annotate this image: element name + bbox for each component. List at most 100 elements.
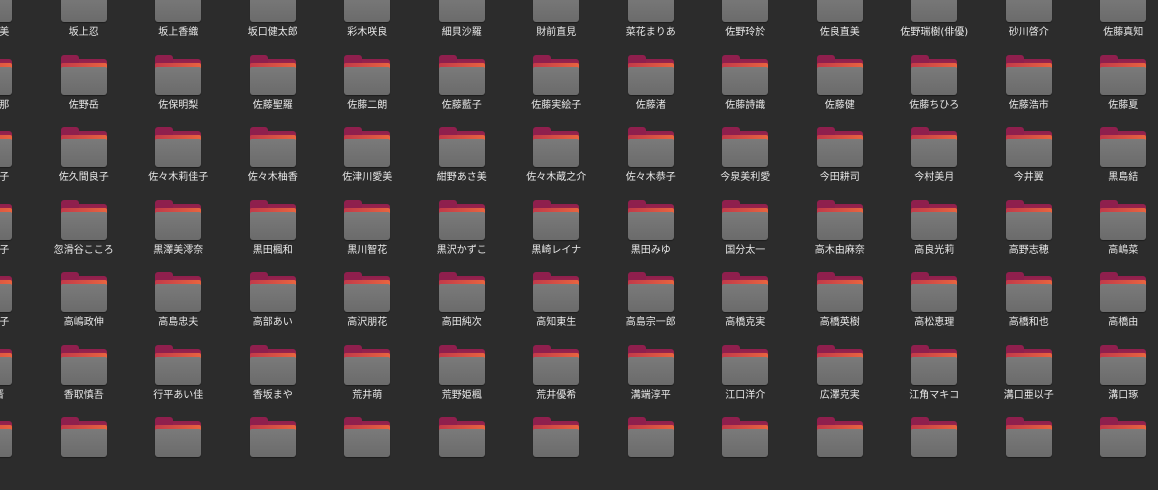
folder-item[interactable]: 高橋和也 [982, 272, 1077, 345]
folder-item[interactable]: 江口洋介 [698, 344, 793, 418]
folder-item[interactable]: 佐野瑞樹(俳優) [887, 0, 982, 55]
folder-item[interactable]: 溝口琢 [1076, 344, 1158, 418]
folder-item[interactable]: 彩木咲良 [320, 0, 415, 55]
folder-item[interactable]: 高良光莉 [887, 199, 982, 273]
folder-item[interactable]: 佐々木蔵之介 [509, 127, 604, 200]
folder-item[interactable]: 財前直見 [509, 0, 604, 55]
folder-item[interactable] [698, 417, 793, 490]
folder-item[interactable]: 佐藤夏 [1076, 54, 1158, 128]
folder-item[interactable]: 佐々木恭子 [604, 127, 699, 200]
folder-item[interactable] [320, 417, 415, 490]
folder-item[interactable]: 国分太一 [698, 199, 793, 273]
folder-item[interactable] [982, 417, 1077, 490]
folder-label: 黒田みゆ [630, 244, 671, 256]
folder-icon [1005, 199, 1052, 240]
folder-item[interactable]: 佐藤実絵子 [509, 54, 604, 128]
folder-item[interactable]: 今村美月 [887, 127, 982, 200]
folder-item[interactable]: 荒井萌 [320, 344, 415, 418]
folder-item[interactable]: 佐藤聖羅 [226, 54, 321, 128]
folder-item[interactable]: 佐藤浩市 [982, 54, 1077, 128]
folder-item[interactable]: 高島忠夫 [131, 272, 226, 345]
folder-item[interactable]: 佐藤健 [793, 54, 888, 128]
folder-item[interactable]: 高部あい [226, 272, 321, 345]
folder-item[interactable]: 今井翼 [982, 127, 1077, 200]
folder-icon [249, 127, 296, 167]
folder-item[interactable]: 佐々木柚香 [226, 127, 321, 200]
folder-item[interactable]: 高野志穂 [982, 199, 1077, 273]
folder-item[interactable]: 高田純次 [415, 272, 510, 345]
folder-item[interactable]: 佐野岳 [37, 54, 132, 128]
folder-item[interactable]: 高嶋菜 [1076, 199, 1158, 273]
folder-item[interactable]: 坂口健太郎 [226, 0, 321, 55]
folder-item[interactable]: 高橋克実 [698, 272, 793, 345]
folder-icon [816, 54, 863, 95]
folder-item[interactable]: 高知東生 [509, 272, 604, 345]
folder-item[interactable] [37, 417, 132, 490]
folder-item[interactable]: 今田耕司 [793, 127, 888, 200]
folder-item[interactable]: 佐津川愛美 [320, 127, 415, 200]
folder-item[interactable] [604, 417, 699, 490]
folder-item[interactable] [226, 417, 321, 490]
folder-item[interactable]: 黒柳徹子 [0, 200, 37, 273]
folder-item[interactable]: 細貝沙羅 [415, 0, 510, 55]
folder-item[interactable]: 高橋英樹 [793, 272, 888, 345]
folder-item[interactable]: 広澤克実 [793, 344, 888, 418]
folder-item[interactable] [131, 417, 226, 490]
folder-item[interactable]: 佐藤梨那 [0, 55, 37, 128]
folder-item[interactable]: 黒澤美澪奈 [131, 199, 226, 273]
folder-item[interactable] [0, 417, 37, 490]
folder-item[interactable]: 高島宗一郎 [604, 272, 699, 345]
folder-item[interactable]: 佐藤ちひろ [887, 54, 982, 128]
folder-item[interactable]: 々木明子 [0, 127, 37, 200]
folder-item[interactable]: 荒野姫楓 [415, 344, 510, 418]
folder-item[interactable]: 佐藤詩識 [698, 54, 793, 128]
folder-item[interactable]: 黒川智花 [320, 199, 415, 273]
folder-item[interactable]: ノ上朝美 [0, 0, 37, 55]
folder-item[interactable]: 香坂まや [226, 344, 321, 418]
folder-item[interactable]: 佐野玲於 [698, 0, 793, 55]
folder-item[interactable]: 紺野あさ美 [415, 127, 510, 200]
folder-item[interactable] [415, 417, 510, 490]
folder-item[interactable]: 香取慎吾 [37, 344, 132, 418]
folder-item[interactable]: 黒田みゆ [604, 199, 699, 273]
folder-item[interactable]: 坂上香織 [131, 0, 226, 55]
folder-item[interactable]: 香田晋 [0, 345, 37, 418]
folder-item[interactable]: 高松恵理 [887, 272, 982, 345]
folder-item[interactable]: 佐々木莉佳子 [131, 127, 226, 200]
folder-item[interactable]: 佐藤真知 [1076, 0, 1158, 55]
folder-item[interactable]: 佐藤二朗 [320, 54, 415, 128]
folder-item[interactable] [887, 417, 982, 490]
folder-item[interactable]: 菜花まりあ [604, 0, 699, 55]
folder-item[interactable]: 高木由麻奈 [793, 199, 888, 273]
folder-item[interactable] [509, 417, 604, 490]
folder-item[interactable]: 畑百合子 [0, 272, 37, 345]
folder-item[interactable]: 黒沢かずこ [415, 199, 510, 273]
folder-item[interactable]: 黒田楓和 [226, 199, 321, 273]
folder-item[interactable]: 砂川啓介 [982, 0, 1077, 55]
folder-item[interactable] [793, 417, 888, 490]
folder-item[interactable]: 黒崎レイナ [509, 199, 604, 273]
folder-item[interactable]: 溝端淳平 [604, 344, 699, 418]
folder-item[interactable]: 今泉美利愛 [698, 127, 793, 200]
folder-item[interactable]: 佐保明梨 [131, 54, 226, 128]
folder-item[interactable]: 佐藤藍子 [415, 54, 510, 128]
folder-item[interactable]: 坂上忍 [37, 0, 132, 55]
folder-label: 財前直見 [536, 27, 577, 38]
folder-item[interactable]: 溝口亜以子 [982, 344, 1077, 418]
folder-item[interactable] [1076, 417, 1158, 490]
folder-item[interactable]: 行平あい佳 [131, 344, 226, 418]
folder-item[interactable]: 佐久間良子 [37, 127, 132, 200]
folder-item[interactable]: 高嶋政伸 [37, 272, 132, 345]
folder-icon [344, 344, 391, 385]
folder-item[interactable]: 佐藤渚 [604, 54, 699, 128]
folder-item[interactable]: 忽滑谷こころ [37, 199, 132, 273]
folder-icon [722, 0, 769, 22]
folder-item[interactable]: 江角マキコ [887, 344, 982, 418]
folder-item[interactable]: 高沢朋花 [320, 272, 415, 345]
folder-icon [344, 272, 391, 312]
folder-item[interactable]: 荒井優希 [509, 344, 604, 418]
folder-icon [0, 417, 13, 457]
folder-item[interactable]: 高橋由 [1076, 272, 1158, 345]
folder-item[interactable]: 黒島結 [1076, 127, 1158, 200]
folder-item[interactable]: 佐良直美 [793, 0, 888, 55]
